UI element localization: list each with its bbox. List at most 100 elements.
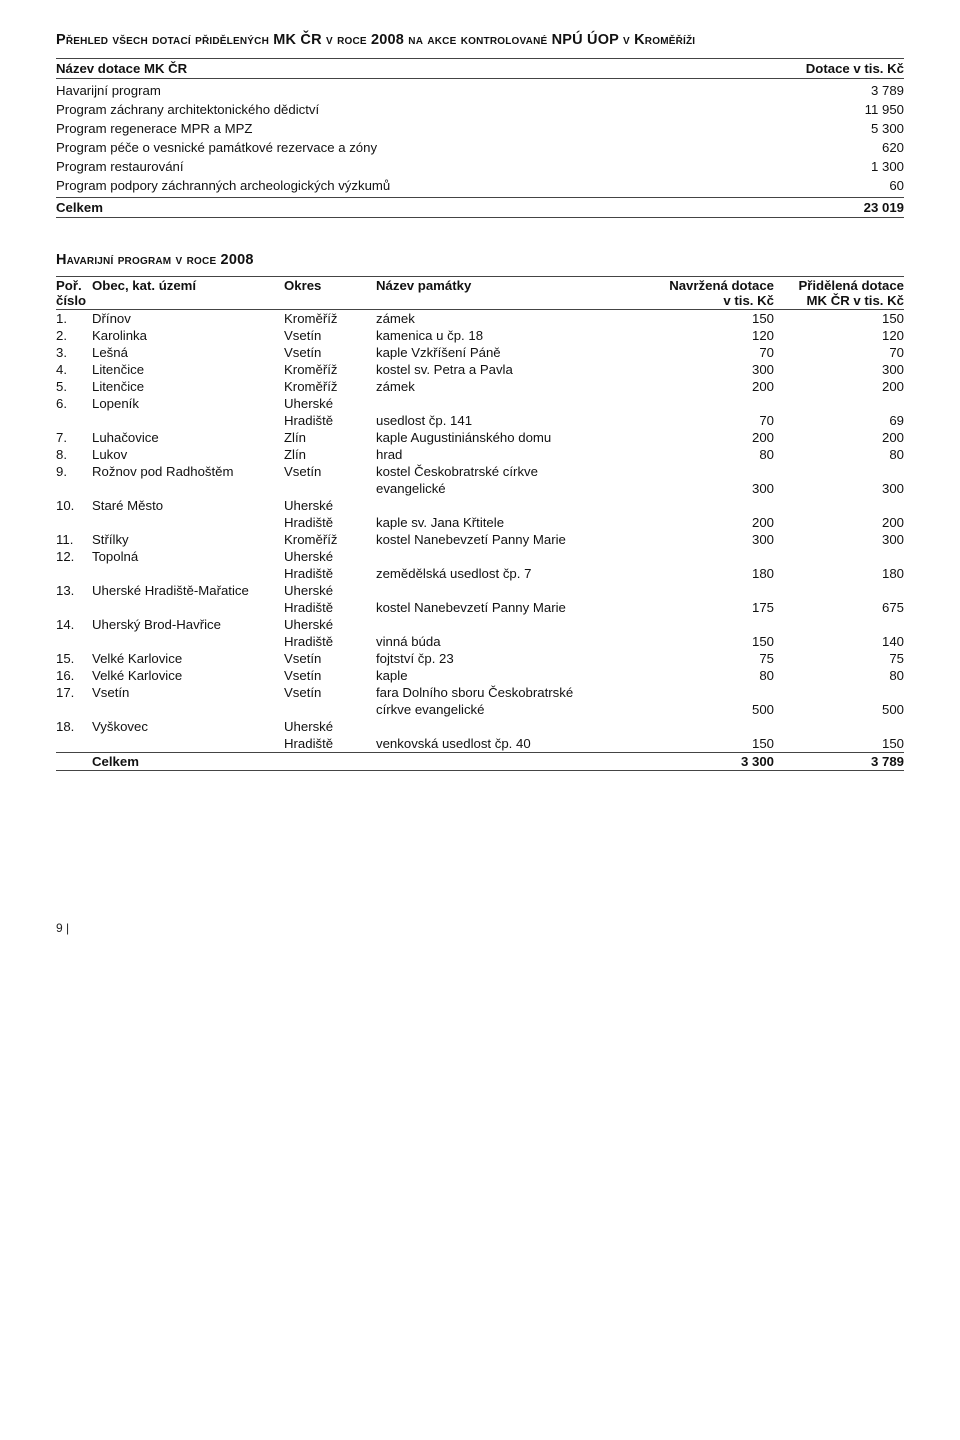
rule: [56, 217, 904, 218]
detail-row-wrap: Hradištěkostel Nanebevzetí Panny Marie17…: [56, 599, 904, 616]
detail-cell-pri: 69: [774, 413, 904, 428]
detail-cell-pri: 80: [774, 668, 904, 683]
summary-row-amount: 5 300: [764, 121, 904, 136]
detail-cell-obec: Litenčice: [92, 379, 284, 394]
summary-row-amount: 3 789: [764, 83, 904, 98]
summary-row: Program restaurování1 300: [56, 157, 904, 176]
detail-cell-pam: kostel sv. Petra a Pavla: [376, 362, 644, 377]
detail-cell-okres: Kroměříž: [284, 379, 376, 394]
detail-cell-obec: Topolná: [92, 549, 284, 564]
detail-row: 18.VyškovecUherské: [56, 718, 904, 735]
detail-cell-okres2: Hradiště: [284, 413, 376, 428]
detail-header-nav-l2: v tis. Kč: [644, 293, 774, 308]
detail-cell-no: 17.: [56, 685, 92, 700]
summary-row-name: Program záchrany architektonického dědic…: [56, 102, 764, 117]
detail-row-wrap: Hradištěkaple sv. Jana Křtitele200200: [56, 514, 904, 531]
detail-cell-no: 12.: [56, 549, 92, 564]
detail-cell-no: 16.: [56, 668, 92, 683]
detail-cell-obec: Velké Karlovice: [92, 668, 284, 683]
detail-row-wrap: Hradištěvenkovská usedlost čp. 40150150: [56, 735, 904, 752]
detail-cell-pam: kostel Českobratrské církve: [376, 464, 644, 479]
detail-body: 1.DřínovKroměřížzámek1501502.KarolinkaVs…: [56, 310, 904, 752]
detail-cell-pam2: evangelické: [376, 481, 644, 496]
detail-header-okres: Okres: [284, 278, 376, 293]
detail-cell-okres: Zlín: [284, 430, 376, 445]
detail-row: 7.LuhačoviceZlínkaple Augustiniánského d…: [56, 429, 904, 446]
detail-cell-no: 18.: [56, 719, 92, 734]
detail-cell-pam: kaple: [376, 668, 644, 683]
detail-cell-obec: Lukov: [92, 447, 284, 462]
detail-cell-pri: 140: [774, 634, 904, 649]
detail-cell-pam2: kaple sv. Jana Křtitele: [376, 515, 644, 530]
detail-cell-okres: Uherské: [284, 719, 376, 734]
detail-header-row: Poř. číslo Obec, kat. území Okres Název …: [56, 277, 904, 309]
detail-row: 8.LukovZlínhrad8080: [56, 446, 904, 463]
detail-cell-nav: 200: [644, 430, 774, 445]
detail-row: 14.Uherský Brod-HavřiceUherské: [56, 616, 904, 633]
detail-cell-okres2: Hradiště: [284, 515, 376, 530]
detail-cell-pri: 80: [774, 447, 904, 462]
summary-row-name: Program restaurování: [56, 159, 764, 174]
summary-total-row: Celkem 23 019: [56, 198, 904, 217]
summary-row-amount: 1 300: [764, 159, 904, 174]
summary-row: Havarijní program3 789: [56, 81, 904, 100]
detail-cell-no: 14.: [56, 617, 92, 632]
detail-row: 17.VsetínVsetínfara Dolního sboru Českob…: [56, 684, 904, 701]
summary-row: Program podpory záchranných archeologick…: [56, 176, 904, 195]
detail-cell-nav: 300: [644, 532, 774, 547]
detail-cell-okres: Uherské: [284, 396, 376, 411]
detail-header-no-l2: číslo: [56, 293, 92, 308]
detail-row: 9.Rožnov pod RadhoštěmVsetínkostel Česko…: [56, 463, 904, 480]
detail-cell-nav: 300: [644, 362, 774, 377]
detail-header-no-l1: Poř.: [56, 278, 92, 293]
detail-cell-pri: 75: [774, 651, 904, 666]
detail-cell-pri: 300: [774, 481, 904, 496]
detail-cell-okres: Uherské: [284, 617, 376, 632]
detail-cell-no: 3.: [56, 345, 92, 360]
detail-cell-obec: Dřínov: [92, 311, 284, 326]
detail-cell-pam: zámek: [376, 311, 644, 326]
detail-cell-nav: 300: [644, 481, 774, 496]
detail-cell-pam2: církve evangelické: [376, 702, 644, 717]
detail-total-row: Celkem 3 300 3 789: [56, 753, 904, 770]
detail-row: 16.Velké KarloviceVsetínkaple8080: [56, 667, 904, 684]
detail-cell-obec: Střílky: [92, 532, 284, 547]
summary-row-name: Program regenerace MPR a MPZ: [56, 121, 764, 136]
detail-cell-obec: Uherské Hradiště-Mařatice: [92, 583, 284, 598]
detail-cell-obec: Vyškovec: [92, 719, 284, 734]
detail-row: 5.LitenčiceKroměřížzámek200200: [56, 378, 904, 395]
summary-row: Program regenerace MPR a MPZ5 300: [56, 119, 904, 138]
summary-row-amount: 620: [764, 140, 904, 155]
detail-cell-okres: Kroměříž: [284, 532, 376, 547]
detail-cell-nav: 180: [644, 566, 774, 581]
detail-cell-obec: Lopeník: [92, 396, 284, 411]
detail-cell-no: 13.: [56, 583, 92, 598]
detail-cell-pri: 150: [774, 311, 904, 326]
detail-cell-pam: kaple Vzkříšení Páně: [376, 345, 644, 360]
page-title-2: Havarijní program v roce 2008: [56, 252, 904, 268]
detail-header-pam: Název památky: [376, 278, 644, 293]
detail-header-obec: Obec, kat. území: [92, 278, 284, 293]
detail-cell-obec: Karolinka: [92, 328, 284, 343]
detail-row: 12.TopolnáUherské: [56, 548, 904, 565]
summary-header-row: Název dotace MK ČR Dotace v tis. Kč: [56, 59, 904, 78]
detail-cell-obec: Rožnov pod Radhoštěm: [92, 464, 284, 479]
detail-cell-no: 5.: [56, 379, 92, 394]
detail-cell-okres: Uherské: [284, 549, 376, 564]
detail-cell-no: 8.: [56, 447, 92, 462]
detail-cell-pam: kaple Augustiniánského domu: [376, 430, 644, 445]
detail-cell-no: 1.: [56, 311, 92, 326]
detail-cell-pri: 120: [774, 328, 904, 343]
detail-cell-pri: 150: [774, 736, 904, 751]
detail-total-pri: 3 789: [774, 754, 904, 769]
detail-cell-okres2: Hradiště: [284, 566, 376, 581]
detail-cell-pam: zámek: [376, 379, 644, 394]
summary-row-amount: 60: [764, 178, 904, 193]
summary-body: Havarijní program3 789Program záchrany a…: [56, 79, 904, 197]
detail-cell-nav: 175: [644, 600, 774, 615]
detail-cell-okres: Uherské: [284, 583, 376, 598]
summary-row-name: Havarijní program: [56, 83, 764, 98]
detail-cell-pri: 200: [774, 430, 904, 445]
detail-header-nav-l1: Navržená dotace: [644, 278, 774, 293]
detail-header-prid-l2: MK ČR v tis. Kč: [774, 293, 904, 308]
